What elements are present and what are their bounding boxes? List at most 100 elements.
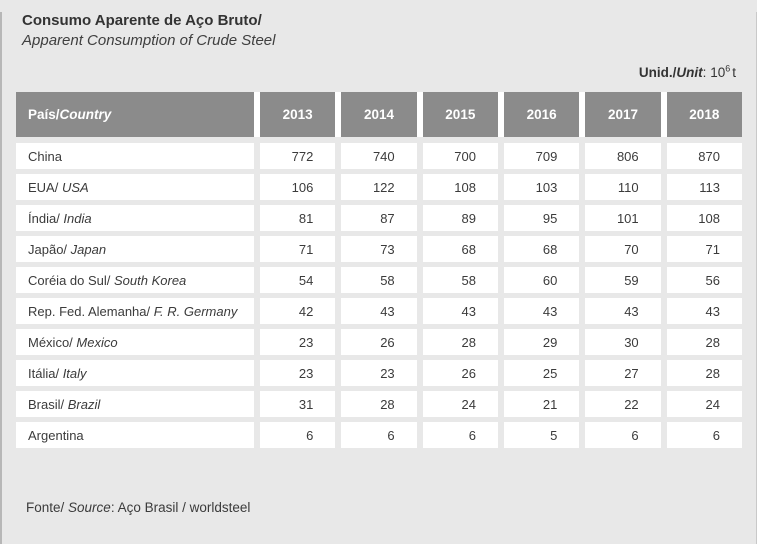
country-cell: Coréia do Sul/ South Korea — [16, 267, 254, 293]
value-cell: 6 — [666, 422, 742, 448]
value-cell: 772 — [260, 143, 336, 169]
country-name-pt: Rep. Fed. Alemanha/ — [28, 303, 151, 319]
report-page: { "title": { "pt": "Consumo Aparente de … — [0, 12, 757, 544]
value-cell: 73 — [341, 236, 417, 262]
unit-label: Unid./Unit: 106 t — [2, 64, 736, 81]
value-cell: 6 — [341, 422, 417, 448]
value-cell: 24 — [422, 391, 498, 417]
value-cell: 6 — [260, 422, 336, 448]
consumption-table: País/Country 2013 2014 2015 2016 2017 20… — [16, 92, 742, 448]
value-cell: 68 — [422, 236, 498, 262]
value-cell: 81 — [260, 205, 336, 231]
country-name-en: F. R. Germany — [150, 303, 238, 319]
country-name-pt: Brasil/ — [28, 396, 65, 412]
country-cell: Rep. Fed. Alemanha/ F. R. Germany — [16, 298, 254, 324]
country-cell: Índia/ India — [16, 205, 254, 231]
value-cell: 110 — [585, 174, 661, 200]
page-title-pt: Consumo Aparente de Aço Bruto/ — [22, 12, 262, 29]
source-line: Fonte/ Source: Aço Brasil / worldsteel — [26, 500, 756, 516]
source-text: : Aço Brasil / worldsteel — [110, 500, 251, 515]
value-cell: 42 — [260, 298, 336, 324]
value-cell: 23 — [341, 360, 417, 386]
table-row: Japão/ Japan 71 73 68 68 70 71 — [16, 236, 742, 262]
value-cell: 43 — [666, 298, 742, 324]
value-cell: 106 — [260, 174, 336, 200]
country-name-en: USA — [58, 179, 89, 195]
value-cell: 113 — [666, 174, 742, 200]
unit-label-en: Unit — [676, 65, 703, 80]
country-name-en: Mexico — [72, 334, 118, 350]
table-row: Brasil/ Brazil 31 28 24 21 22 24 — [16, 391, 742, 417]
country-name-pt: Índia/ — [28, 210, 60, 226]
value-cell: 27 — [585, 360, 661, 386]
value-cell: 71 — [666, 236, 742, 262]
year-column-header-2015: 2015 — [422, 92, 498, 137]
value-cell: 108 — [422, 174, 498, 200]
value-cell: 101 — [585, 205, 661, 231]
country-cell: México/ Mexico — [16, 329, 254, 355]
value-cell: 29 — [504, 329, 580, 355]
value-cell: 6 — [585, 422, 661, 448]
value-cell: 22 — [585, 391, 661, 417]
value-cell: 43 — [504, 298, 580, 324]
table-row: Coréia do Sul/ South Korea 54 58 58 60 59 56 — [16, 267, 742, 293]
value-cell: 740 — [341, 143, 417, 169]
page-title-en: Apparent Consumption of Crude Steel — [22, 32, 276, 49]
value-cell: 26 — [422, 360, 498, 386]
table-row: Rep. Fed. Alemanha/ F. R. Germany 42 43 43… — [16, 298, 742, 324]
value-cell: 54 — [260, 267, 336, 293]
value-cell: 103 — [504, 174, 580, 200]
value-cell: 31 — [260, 391, 336, 417]
unit-suffix: t — [732, 65, 736, 80]
table-row: México/ Mexico 23 26 28 29 30 28 — [16, 329, 742, 355]
unit-value: 106 t — [710, 63, 736, 80]
value-cell: 43 — [585, 298, 661, 324]
source-label-pt: Fonte/ — [26, 500, 65, 515]
value-cell: 21 — [504, 391, 580, 417]
table-row: Índia/ India 81 87 89 95 101 108 — [16, 205, 742, 231]
country-name-pt: EUA/ — [28, 179, 59, 195]
country-name-en: Italy — [59, 365, 87, 381]
table-row: EUA/ USA 106 122 108 103 110 113 — [16, 174, 742, 200]
country-header-pt: País/ — [28, 107, 60, 122]
country-name-pt: Coréia do Sul/ — [28, 272, 111, 288]
year-column-header-2018: 2018 — [666, 92, 742, 137]
unit-exponent: 6 — [725, 63, 731, 74]
value-cell: 28 — [666, 329, 742, 355]
country-name-pt: Itália/ — [28, 365, 60, 381]
value-cell: 5 — [504, 422, 580, 448]
value-cell: 43 — [422, 298, 498, 324]
value-cell: 56 — [666, 267, 742, 293]
value-cell: 58 — [341, 267, 417, 293]
country-name-pt: México/ — [28, 334, 73, 350]
table-row: Itália/ Italy 23 23 26 25 27 28 — [16, 360, 742, 386]
value-cell: 23 — [260, 329, 336, 355]
year-column-header-2016: 2016 — [504, 92, 580, 137]
value-cell: 108 — [666, 205, 742, 231]
country-name-en: Brazil — [64, 396, 101, 412]
table-header-row: País/Country 2013 2014 2015 2016 2017 20… — [16, 92, 742, 137]
country-cell: EUA/ USA — [16, 174, 254, 200]
value-cell: 806 — [585, 143, 661, 169]
country-cell: Japão/ Japan — [16, 236, 254, 262]
country-cell: Argentina — [16, 422, 254, 448]
value-cell: 95 — [504, 205, 580, 231]
value-cell: 870 — [666, 143, 742, 169]
value-cell: 58 — [422, 267, 498, 293]
value-cell: 89 — [422, 205, 498, 231]
value-cell: 28 — [422, 329, 498, 355]
country-cell: Itália/ Italy — [16, 360, 254, 386]
value-cell: 68 — [504, 236, 580, 262]
table-body: China 772 740 700 709 806 870 EUA/ USA 106 122… — [16, 143, 742, 448]
table-row: China 772 740 700 709 806 870 — [16, 143, 742, 169]
value-cell: 122 — [341, 174, 417, 200]
value-cell: 28 — [341, 391, 417, 417]
value-cell: 70 — [585, 236, 661, 262]
value-cell: 26 — [341, 329, 417, 355]
year-column-header-2014: 2014 — [341, 92, 417, 137]
value-cell: 30 — [585, 329, 661, 355]
value-cell: 25 — [504, 360, 580, 386]
country-cell: China — [16, 143, 254, 169]
year-column-header-2017: 2017 — [585, 92, 661, 137]
value-cell: 709 — [504, 143, 580, 169]
